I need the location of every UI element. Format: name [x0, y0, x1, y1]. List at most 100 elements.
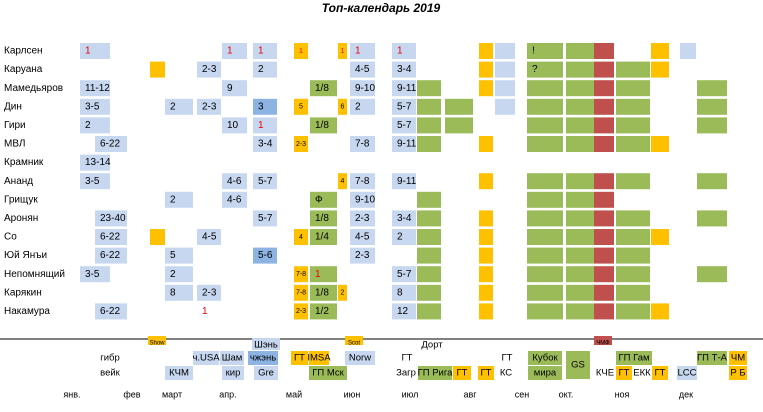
cell	[566, 61, 594, 78]
cell	[417, 80, 441, 97]
legend-box	[291, 351, 308, 365]
cell-text: 1/8	[315, 83, 329, 94]
cell	[294, 303, 308, 320]
cell	[294, 136, 308, 152]
cell	[616, 80, 650, 97]
cell	[527, 247, 563, 264]
cell	[527, 266, 563, 283]
cell-text: 5-7	[397, 101, 412, 112]
cell	[222, 43, 247, 59]
legend-label: мира	[534, 368, 557, 379]
player-name: Со	[4, 232, 17, 243]
cell-text: !	[532, 46, 535, 57]
cell-text: 2	[170, 101, 176, 112]
cell	[616, 210, 650, 227]
cell	[445, 98, 473, 115]
cell	[95, 136, 127, 152]
cell	[165, 266, 193, 283]
cell-text: 13-14	[85, 157, 111, 168]
cell	[566, 229, 594, 245]
legend-box	[148, 336, 166, 345]
cell	[651, 229, 669, 245]
cell-text: 8	[170, 287, 176, 298]
cell	[350, 247, 375, 264]
cell	[566, 247, 594, 264]
cell	[310, 210, 337, 227]
cell	[566, 136, 594, 152]
legend-box	[528, 366, 562, 380]
cell	[594, 98, 614, 115]
cell-text: 9-10	[355, 194, 375, 205]
cell	[616, 247, 650, 264]
cell	[616, 266, 650, 283]
cell-text: 5	[170, 250, 176, 261]
cell	[594, 80, 614, 97]
cell	[310, 229, 337, 245]
cell-text: 2	[85, 120, 91, 131]
cell	[566, 210, 594, 227]
cell	[417, 266, 441, 283]
legend-box	[616, 366, 632, 380]
legend-box	[252, 338, 280, 350]
month-label: май	[286, 389, 302, 399]
cell	[222, 80, 247, 97]
cell	[392, 303, 416, 320]
cell-text: 5-7	[397, 269, 412, 280]
cell	[566, 284, 594, 301]
cell	[392, 173, 416, 190]
legend-box	[729, 351, 747, 365]
cell	[527, 303, 563, 320]
cell	[697, 266, 727, 283]
legend-label: Дорт	[421, 340, 443, 351]
cell	[651, 43, 669, 59]
cell	[294, 43, 308, 59]
legend-box	[528, 351, 562, 365]
legend-box	[248, 351, 278, 365]
cell	[350, 229, 375, 245]
cell-text: 7-8	[296, 290, 306, 297]
player-name: Ананд	[4, 176, 33, 187]
cell-text: 1	[315, 269, 321, 280]
cell-text: 3	[258, 101, 264, 112]
cell	[350, 80, 375, 97]
cell-text: 1	[397, 46, 403, 57]
cell-text: 2-3	[202, 287, 217, 298]
cell	[310, 80, 337, 97]
cell	[616, 98, 650, 115]
cell-text: 9-11	[397, 83, 417, 94]
cell	[350, 61, 375, 78]
cell	[479, 80, 493, 97]
legend-box	[729, 366, 747, 380]
cell-text: 2	[341, 290, 345, 297]
cell-text: 2	[170, 269, 176, 280]
cell-text: 6-22	[100, 306, 120, 317]
legend-label: чжэнь	[250, 353, 276, 364]
cell	[392, 80, 416, 97]
cell	[95, 210, 127, 227]
cell	[479, 303, 493, 320]
cell	[350, 210, 375, 227]
cell	[527, 98, 563, 115]
cell	[80, 80, 110, 97]
cell	[566, 80, 594, 97]
cell	[616, 229, 650, 245]
cell	[479, 61, 493, 78]
player-name: Каруана	[4, 64, 43, 75]
cell	[594, 210, 614, 227]
cell	[616, 61, 650, 78]
cell-text: 1/8	[315, 287, 329, 298]
cell-text: 4-6	[227, 194, 242, 205]
cell	[594, 173, 614, 190]
cell	[253, 43, 277, 59]
cell	[594, 191, 614, 208]
cell-text: 1/8	[315, 120, 329, 131]
cell	[479, 136, 493, 152]
cell-text: 1/8	[315, 213, 329, 224]
cell	[338, 98, 347, 115]
cell-text: 3-5	[85, 101, 100, 112]
cell-text: 2	[258, 64, 264, 75]
cell	[479, 210, 493, 227]
cell	[495, 80, 515, 97]
legend-label: Загр	[396, 368, 416, 379]
cell	[350, 191, 375, 208]
